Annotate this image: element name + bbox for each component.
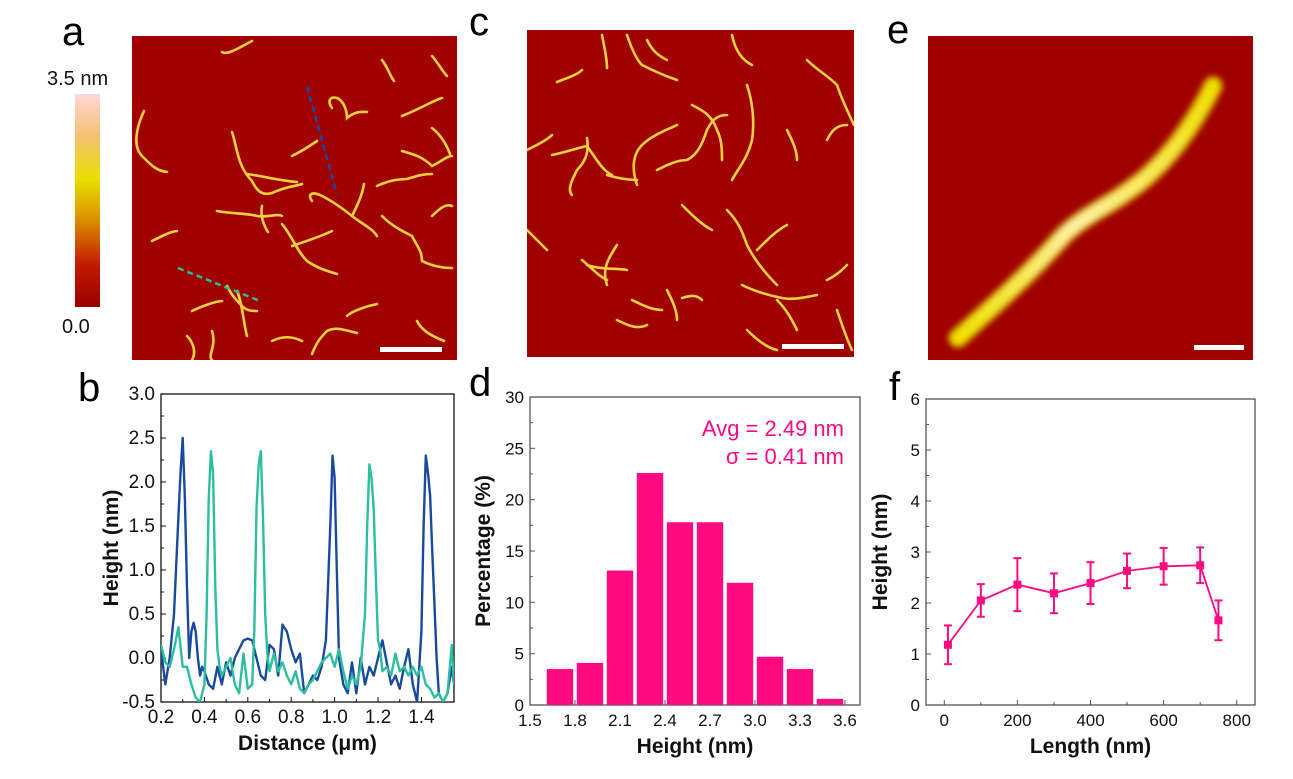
data-point-marker [1159,562,1168,571]
x-tick-label: 600 [1149,711,1177,730]
histogram-bar [786,669,814,705]
data-point-marker [1086,579,1095,588]
panel-label-d: d [469,361,492,405]
y-tick-label: 15 [505,542,524,561]
scale-bar [380,347,442,352]
y-tick-label: 25 [505,439,524,458]
x-tick-label: 0.6 [235,707,261,728]
profile-line-teal [177,266,261,303]
y-tick-label: 1 [911,645,920,664]
x-tick-label: 3.0 [743,711,767,730]
afm-background [132,36,457,360]
x-axis-label: Height (nm) [637,735,754,758]
x-tick-label: 1.8 [563,711,587,730]
y-tick-label: 0 [911,696,920,715]
y-tick-label: 6 [911,390,920,409]
x-tick-label: 0.2 [148,707,174,728]
panel-label-f: f [889,365,901,409]
chart-b-height-profiles: 0.2 0.4 0.6 0.8 1.0 1.2 1.4 -0.5 0.0 0.5 1.0 1.5 2.0… [100,384,455,755]
panel-label-a: a [62,10,85,54]
data-point-marker [1196,561,1205,570]
data-point-marker [976,596,985,605]
y-tick-label: 3.0 [129,384,155,405]
histogram-bar [696,522,724,705]
profile-line-dark-blue [305,86,339,195]
y-axis-label: Height (nm) [100,490,123,607]
data-point-marker [943,640,952,649]
scale-bar [782,344,844,349]
x-tick-label: 3.3 [788,711,812,730]
x-tick-label: 0.4 [191,707,218,728]
histogram-bar [816,698,844,705]
y-tick-label: 1.0 [129,560,155,581]
y-tick-label: 3 [911,543,920,562]
y-tick-label: 2.0 [129,472,155,493]
x-tick-label: 1.5 [518,711,542,730]
x-tick-label: 400 [1076,711,1104,730]
panel-label-c: c [469,0,489,44]
y-tick-label: 0.5 [129,604,155,625]
y-tick-label: 0 [515,696,524,715]
histogram-bar [666,522,694,705]
histogram-bar [606,570,634,705]
fibrils [135,39,454,360]
histogram-bar [546,669,574,705]
y-axis-label: Percentage (%) [472,475,495,627]
x-tick-label: 2.1 [608,711,632,730]
y-tick-label: 0.0 [129,648,155,669]
x-tick-label: 0 [940,711,949,730]
x-tick-label: 1.4 [408,707,435,728]
y-axis-label: Height (nm) [869,494,892,611]
series-teal-line [161,450,454,702]
x-tick-label: 200 [1003,711,1031,730]
y-tick-label: 5 [515,645,524,664]
x-axis-label: Length (nm) [1030,735,1151,758]
histogram-bar [636,472,664,705]
histogram-bar [576,662,604,705]
fibril [948,76,1223,348]
chart-d-height-histogram: 1.5 1.8 2.1 2.4 2.7 3.0 3.3 3.6 0 5 10 15 20 25 30 Heig… [472,388,861,758]
scale-bar [1194,345,1244,350]
histogram-bar [756,656,784,705]
chart-f-height-vs-length: 0 200 400 600 800 0 1 2 3 4 5 6 Length (nm) Height (n… [869,390,1256,758]
afm-image-a [132,36,457,360]
panel-label-e: e [887,8,910,52]
x-axis-label: Distance (μm) [238,732,377,755]
colorbar-max-label: 3.5 nm [47,68,109,90]
histogram-bar [726,582,754,705]
series-line [947,564,1220,646]
height-colorbar [75,94,100,307]
x-tick-label: 2.4 [653,711,677,730]
y-tick-label: 5 [911,441,920,460]
x-tick-label: 1.0 [321,707,347,728]
y-tick-label: 2.5 [129,428,155,449]
y-tick-label: 20 [505,491,524,510]
data-point-marker [1123,566,1132,575]
x-tick-label: 1.2 [365,707,391,728]
fibrils [527,33,854,352]
colorbar-min-label: 0.0 [62,316,90,338]
x-tick-label: 800 [1223,711,1251,730]
x-tick-label: 2.7 [698,711,722,730]
y-tick-label: 10 [505,593,524,612]
sigma-annotation: σ = 0.41 nm [726,444,844,469]
afm-image-e [928,36,1253,360]
y-tick-label: 1.5 [129,516,155,537]
x-tick-label: 3.6 [833,711,857,730]
average-annotation: Avg = 2.49 nm [702,416,844,441]
y-tick-label: -0.5 [122,692,155,713]
y-tick-label: 4 [911,492,920,511]
x-tick-label: 0.8 [278,707,304,728]
panel-label-b: b [78,366,101,410]
afm-background [527,30,854,357]
data-point-marker [1049,589,1058,598]
y-tick-label: 30 [505,388,524,407]
data-point-marker [1214,616,1223,625]
afm-image-c [527,30,854,357]
data-point-marker [1013,580,1022,589]
y-tick-label: 2 [911,594,920,613]
plot-frame [925,398,1256,706]
